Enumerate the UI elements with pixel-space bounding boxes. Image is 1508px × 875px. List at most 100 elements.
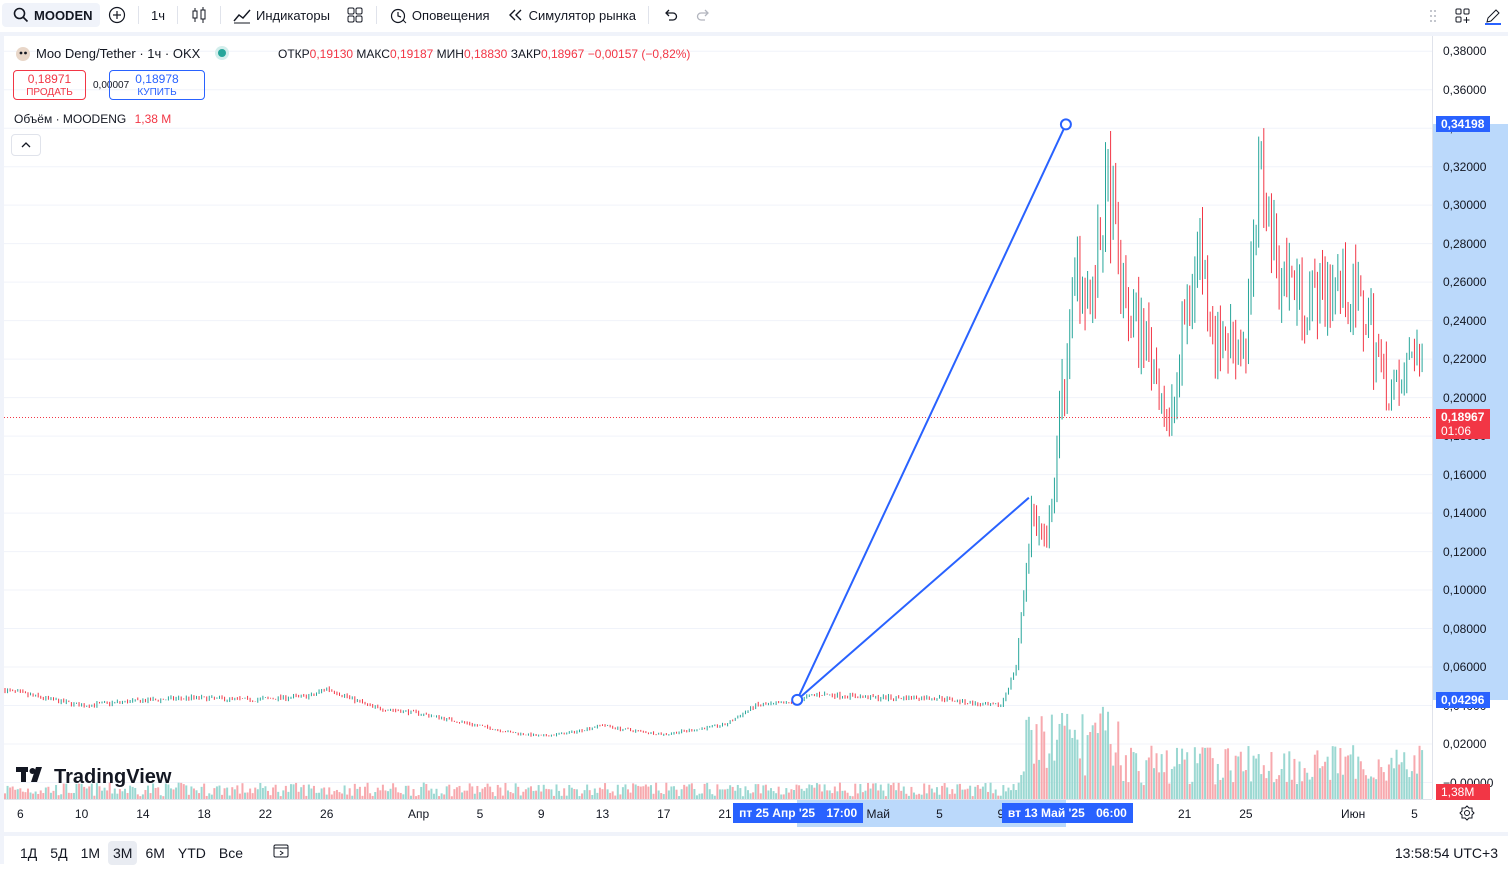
volume-bar xyxy=(790,789,793,799)
volume-bar xyxy=(550,789,553,799)
volume-bar xyxy=(1027,716,1030,799)
time-axis[interactable]: 6 10 14 18 22 26 Апр 5 9 13 17 21 Май 5 9 21 25 Июн 5 xyxy=(4,799,1432,827)
volume-bar xyxy=(1370,776,1373,799)
volume-bar xyxy=(310,788,313,799)
volume-bar xyxy=(1050,714,1053,799)
volume-bar xyxy=(1418,745,1421,799)
volume-bar xyxy=(527,787,530,799)
drag-handle-icon[interactable] xyxy=(1424,7,1442,25)
symbol-title[interactable]: Moo Deng/Tether · 1ч · OKX xyxy=(36,45,201,61)
range-button-3М[interactable]: 3М xyxy=(108,840,138,865)
redo-button[interactable] xyxy=(687,0,721,30)
range-button-6М[interactable]: 6М xyxy=(145,844,165,861)
volume-bar xyxy=(435,788,438,799)
volume-bar xyxy=(1089,731,1092,799)
symbol-search-button[interactable]: MOODEN xyxy=(2,3,100,27)
toolbar-divider-strip xyxy=(0,32,1508,36)
volume-bar xyxy=(953,793,956,799)
volume-bar xyxy=(241,783,244,799)
volume-bar xyxy=(1066,713,1069,799)
volume-bar xyxy=(1316,750,1319,799)
volume-bar xyxy=(4,793,6,799)
volume-bar xyxy=(948,794,951,799)
volume-bar xyxy=(187,794,190,799)
volume-bar xyxy=(621,787,624,799)
volume-bar xyxy=(1237,756,1240,799)
volume-bar xyxy=(770,788,772,799)
volume-bar xyxy=(532,790,535,799)
chevron-up-icon xyxy=(20,139,32,151)
interval-button[interactable]: 1ч xyxy=(143,0,173,30)
sell-button[interactable]: 0,18971 ПРОДАТЬ xyxy=(13,70,86,100)
volume-bar xyxy=(180,782,183,799)
volume-bar xyxy=(249,788,252,799)
volume-bar xyxy=(782,794,785,799)
search-icon xyxy=(12,6,30,24)
volume-bar xyxy=(1375,779,1378,799)
volume-bar xyxy=(1142,785,1145,799)
high-label: МАКС xyxy=(356,47,390,61)
alerts-button[interactable]: Оповещения xyxy=(381,0,498,30)
volume-bar xyxy=(637,785,640,799)
volume-bar xyxy=(1278,775,1281,799)
volume-bar xyxy=(854,783,857,799)
range-button-Все[interactable]: Все xyxy=(218,844,244,861)
volume-bar xyxy=(1219,779,1222,799)
volume-bar xyxy=(752,792,755,799)
volume-bar xyxy=(221,794,224,799)
volume-bar xyxy=(943,783,946,799)
volume-bar xyxy=(1352,745,1355,799)
tradingview-logo[interactable]: TradingView xyxy=(16,766,171,789)
volume-bar xyxy=(775,793,778,799)
volume-bar xyxy=(1229,770,1232,799)
volume-bar xyxy=(1109,744,1112,799)
volume-bar xyxy=(1308,779,1311,799)
goto-date-button[interactable] xyxy=(272,842,290,863)
volume-bar xyxy=(57,795,60,799)
volume-bar xyxy=(1017,782,1020,799)
volume-bar xyxy=(407,785,410,799)
volume-bar xyxy=(522,791,525,799)
range-button-1Д[interactable]: 1Д xyxy=(20,844,38,861)
collapse-legend-button[interactable] xyxy=(11,134,41,156)
volume-bar xyxy=(1234,755,1237,799)
range-button-1М[interactable]: 1М xyxy=(80,844,101,861)
buy-button[interactable]: 0,18978 КУПИТЬ xyxy=(109,70,205,100)
volume-bar xyxy=(877,790,880,799)
volume-bar xyxy=(348,788,351,799)
volume-bar xyxy=(1196,763,1199,799)
volume-bar xyxy=(231,787,234,799)
volume-bar xyxy=(1186,752,1189,799)
watchlist-add-icon[interactable] xyxy=(1454,7,1472,25)
replay-button[interactable]: Симулятор рынка xyxy=(498,0,644,30)
chart-type-button[interactable] xyxy=(182,0,216,30)
volume-bar xyxy=(895,790,898,799)
volume-bar xyxy=(1273,782,1276,799)
volume-bar xyxy=(468,783,471,799)
volume-bar xyxy=(200,786,203,799)
volume-bar xyxy=(374,792,377,799)
time-axis-label: 10 xyxy=(74,807,89,821)
volume-bar xyxy=(19,788,22,799)
layouts-button[interactable] xyxy=(338,0,372,30)
volume-bar xyxy=(670,786,673,799)
volume-bar xyxy=(1193,747,1196,799)
volume-bar xyxy=(1053,760,1056,799)
volume-bar xyxy=(616,784,619,799)
indicators-button[interactable]: Индикаторы xyxy=(225,0,338,30)
price-chart[interactable] xyxy=(4,36,1432,799)
pencil-icon[interactable] xyxy=(1484,7,1502,25)
compare-button[interactable] xyxy=(100,0,134,30)
volume-bar xyxy=(1380,767,1383,799)
range-button-YTD[interactable]: YTD xyxy=(177,844,206,861)
axis-settings-button[interactable] xyxy=(1458,804,1476,827)
volume-bar xyxy=(573,789,576,799)
undo-button[interactable] xyxy=(653,0,687,30)
volume-bar xyxy=(192,788,195,799)
volume-bar xyxy=(838,782,841,799)
volume-bar xyxy=(552,795,555,799)
clock[interactable]: 13:58:54 UTC+3 xyxy=(1394,844,1498,861)
range-button-5Д[interactable]: 5Д xyxy=(50,844,68,861)
volume-bar xyxy=(851,796,854,799)
volume-bar xyxy=(652,793,655,799)
